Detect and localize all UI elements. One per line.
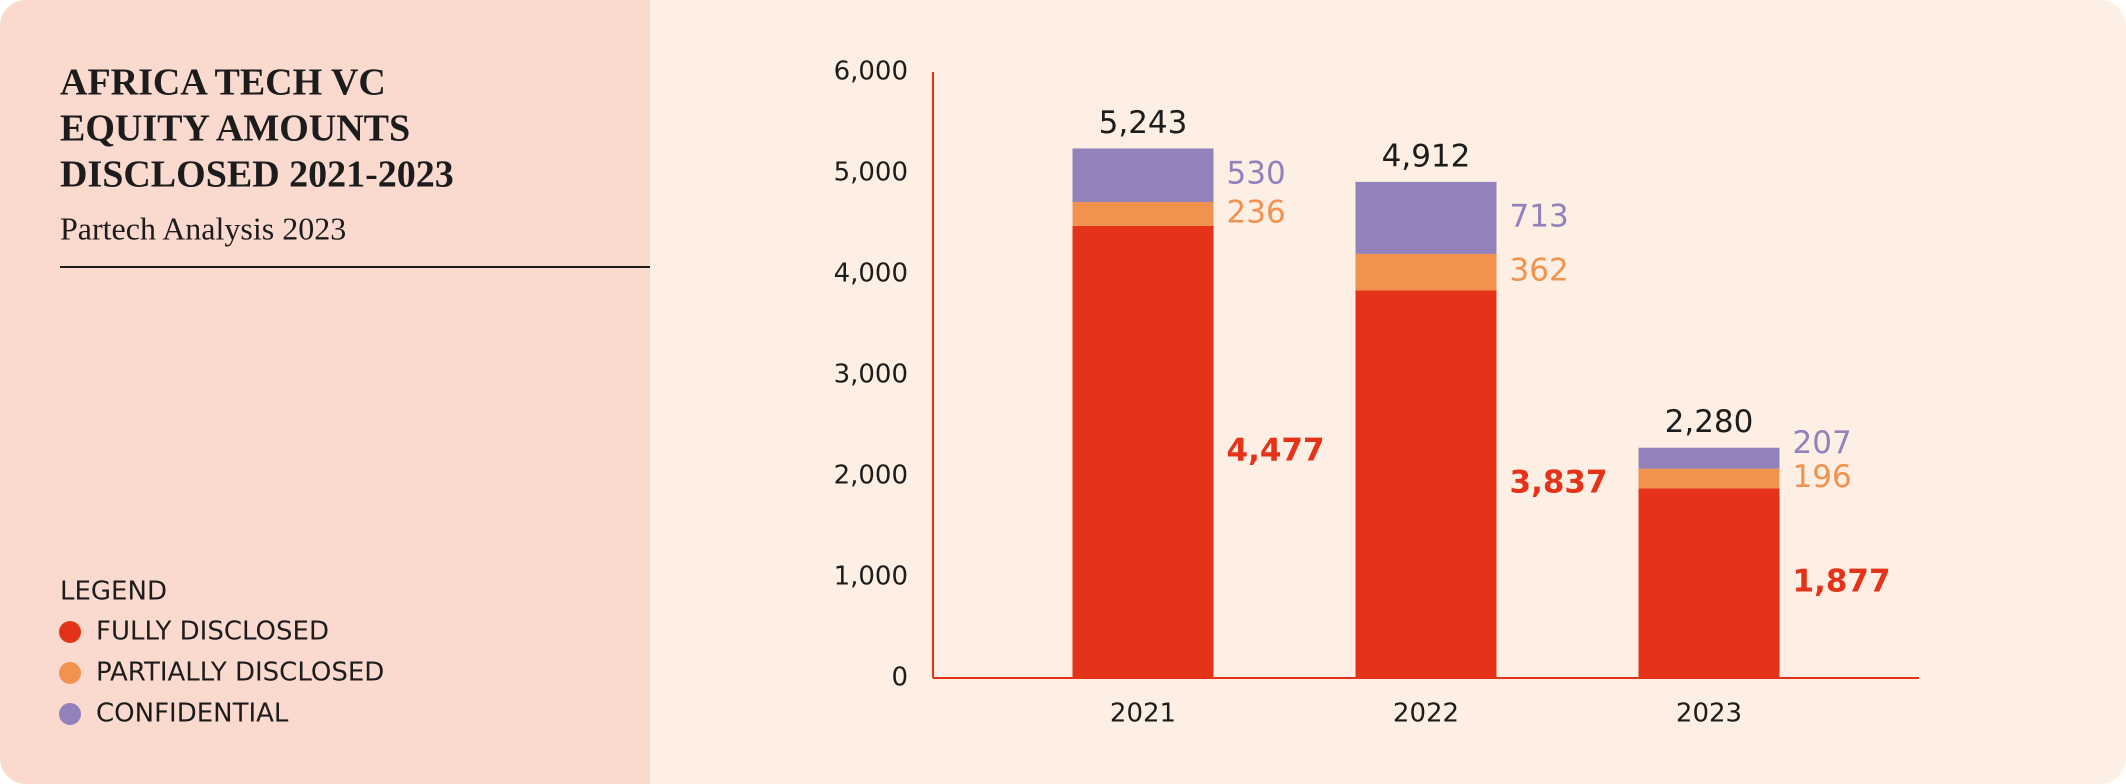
value-label: 196 [1793, 459, 1852, 495]
chart-subtitle: Partech Analysis 2023 [60, 210, 346, 246]
chart-title: EQUITY AMOUNTS [60, 108, 410, 150]
total-label: 5,243 [1099, 105, 1188, 141]
bar-segment [1638, 447, 1780, 469]
legend-marker [59, 662, 81, 684]
bar-segment [1355, 253, 1497, 291]
legend-label: PARTIALLY DISCLOSED [96, 658, 384, 688]
value-label: 530 [1227, 156, 1286, 192]
x-tick-label: 2023 [1676, 699, 1742, 729]
bar-segment [1072, 148, 1214, 202]
value-label: 362 [1510, 253, 1569, 289]
bar-segment [1072, 225, 1214, 678]
bar-segment [1072, 201, 1214, 226]
y-tick-label: 2,000 [834, 461, 908, 491]
y-tick-label: 6,000 [834, 57, 908, 87]
side-panel [0, 0, 650, 784]
y-tick-label: 5,000 [834, 158, 908, 188]
legend-label: CONFIDENTIAL [96, 699, 289, 729]
chart-title: AFRICA TECH VC [60, 62, 386, 104]
value-label: 236 [1227, 194, 1286, 230]
x-tick-label: 2021 [1110, 699, 1176, 729]
total-label: 4,912 [1382, 138, 1471, 174]
value-label: 3,837 [1510, 465, 1608, 501]
legend-marker [59, 621, 81, 643]
legend-label: FULLY DISCLOSED [96, 617, 329, 647]
y-tick-label: 0 [891, 663, 908, 693]
bar-segment [1638, 488, 1780, 678]
legend-marker [59, 703, 81, 725]
y-tick-label: 1,000 [834, 562, 908, 592]
y-tick-label: 4,000 [834, 259, 908, 289]
bar-segment [1638, 468, 1780, 489]
bar-segment [1355, 181, 1497, 254]
legend-title: LEGEND [60, 577, 167, 607]
value-label: 4,477 [1227, 432, 1325, 468]
value-label: 1,877 [1793, 564, 1891, 600]
value-label: 207 [1793, 425, 1852, 461]
bar-segment [1355, 290, 1497, 678]
x-tick-label: 2022 [1393, 699, 1459, 729]
chart-title: DISCLOSED 2021-2023 [60, 154, 454, 196]
y-tick-label: 3,000 [834, 360, 908, 390]
value-label: 713 [1510, 198, 1569, 234]
total-label: 2,280 [1665, 404, 1754, 440]
